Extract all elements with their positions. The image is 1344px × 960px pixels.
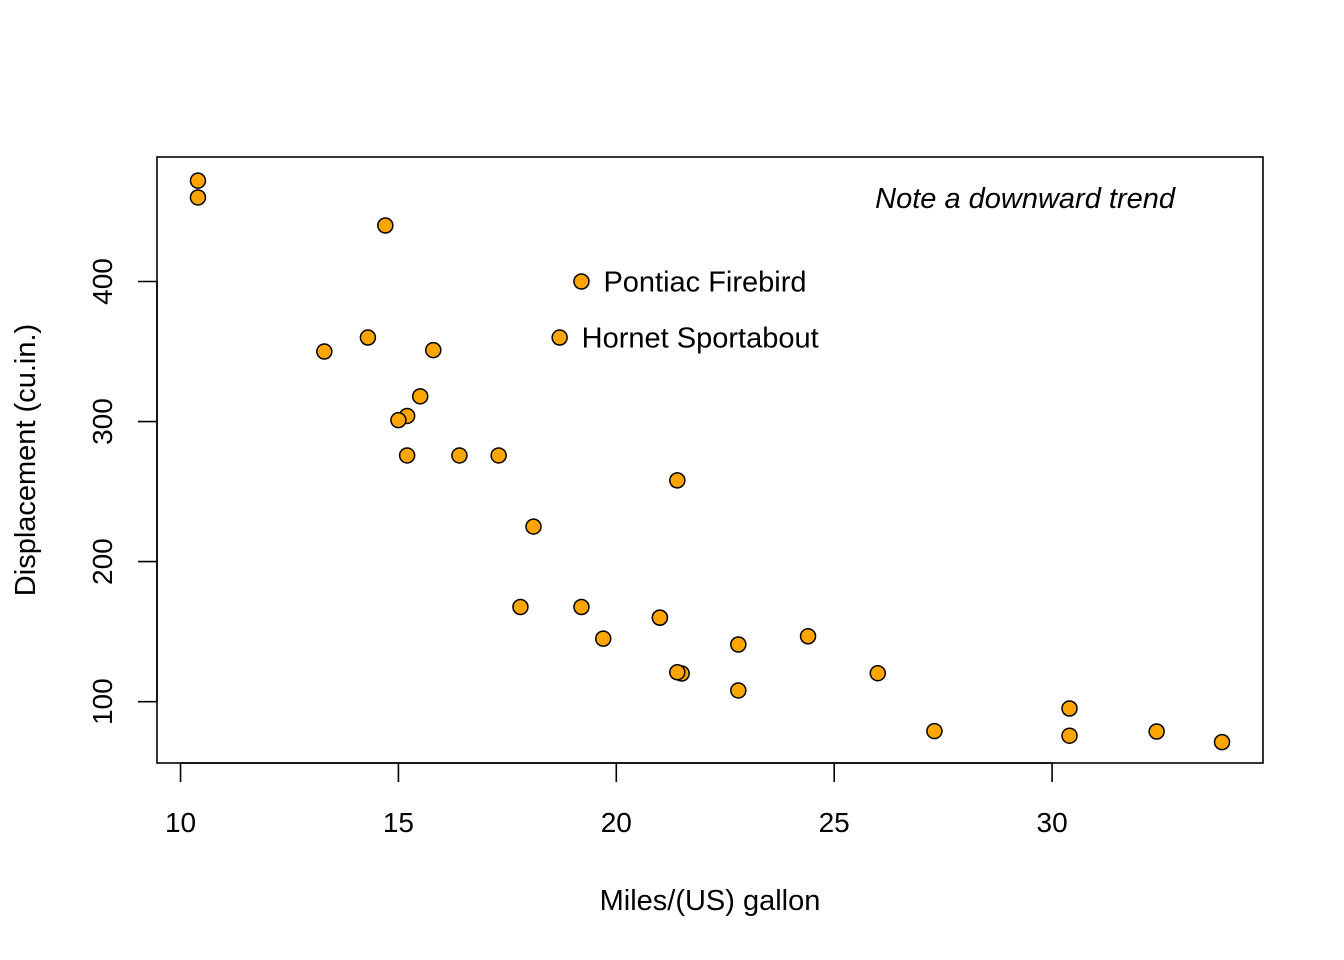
plot-frame [156,156,1264,764]
data-point [1061,727,1078,744]
data-point [451,447,468,464]
y-tick-label: 300 [87,398,118,445]
data-point [411,388,429,405]
data-point [525,518,542,535]
y-axis-title: Displacement (cu.in.) [10,324,42,596]
data-point [869,664,887,682]
x-tick-label: 25 [819,807,850,838]
data-points [189,172,1231,751]
data-point [425,341,442,359]
y-tick-label: 100 [87,678,118,725]
data-point [490,447,507,464]
point-labels: Pontiac Firebird Hornet Sportabout [582,267,819,355]
data-point [926,722,943,740]
data-point [669,663,686,681]
data-point [594,630,612,647]
data-point [730,636,747,653]
y-axis: 100 200 300 400 [87,258,158,725]
x-tick-label: 20 [601,807,632,838]
trend-annotation: Note a downward trend [875,183,1176,215]
point-label: Hornet Sportabout [582,323,819,355]
x-tick-label: 30 [1037,807,1068,838]
data-point [799,628,817,645]
data-point [573,273,590,290]
data-point [651,609,669,626]
data-point [573,598,590,616]
data-point [359,329,377,346]
x-axis-title: Miles/(US) gallon [600,885,821,917]
point-label: Pontiac Firebird [603,267,806,299]
y-tick-label: 200 [87,538,118,585]
data-point [1213,733,1231,751]
data-point [189,189,207,206]
data-point [551,329,568,346]
data-point [390,411,407,429]
data-point [730,682,747,699]
x-tick-label: 10 [165,807,196,838]
y-tick-label: 400 [87,258,118,305]
data-point [669,472,686,489]
data-point [377,217,394,234]
data-point [1148,723,1165,740]
data-point [512,598,529,616]
x-tick-label: 15 [383,807,414,838]
x-axis: 10 15 20 25 30 [165,762,1068,838]
data-point [316,343,333,360]
data-point [398,447,416,464]
data-point [189,172,207,189]
data-point [1061,700,1078,717]
